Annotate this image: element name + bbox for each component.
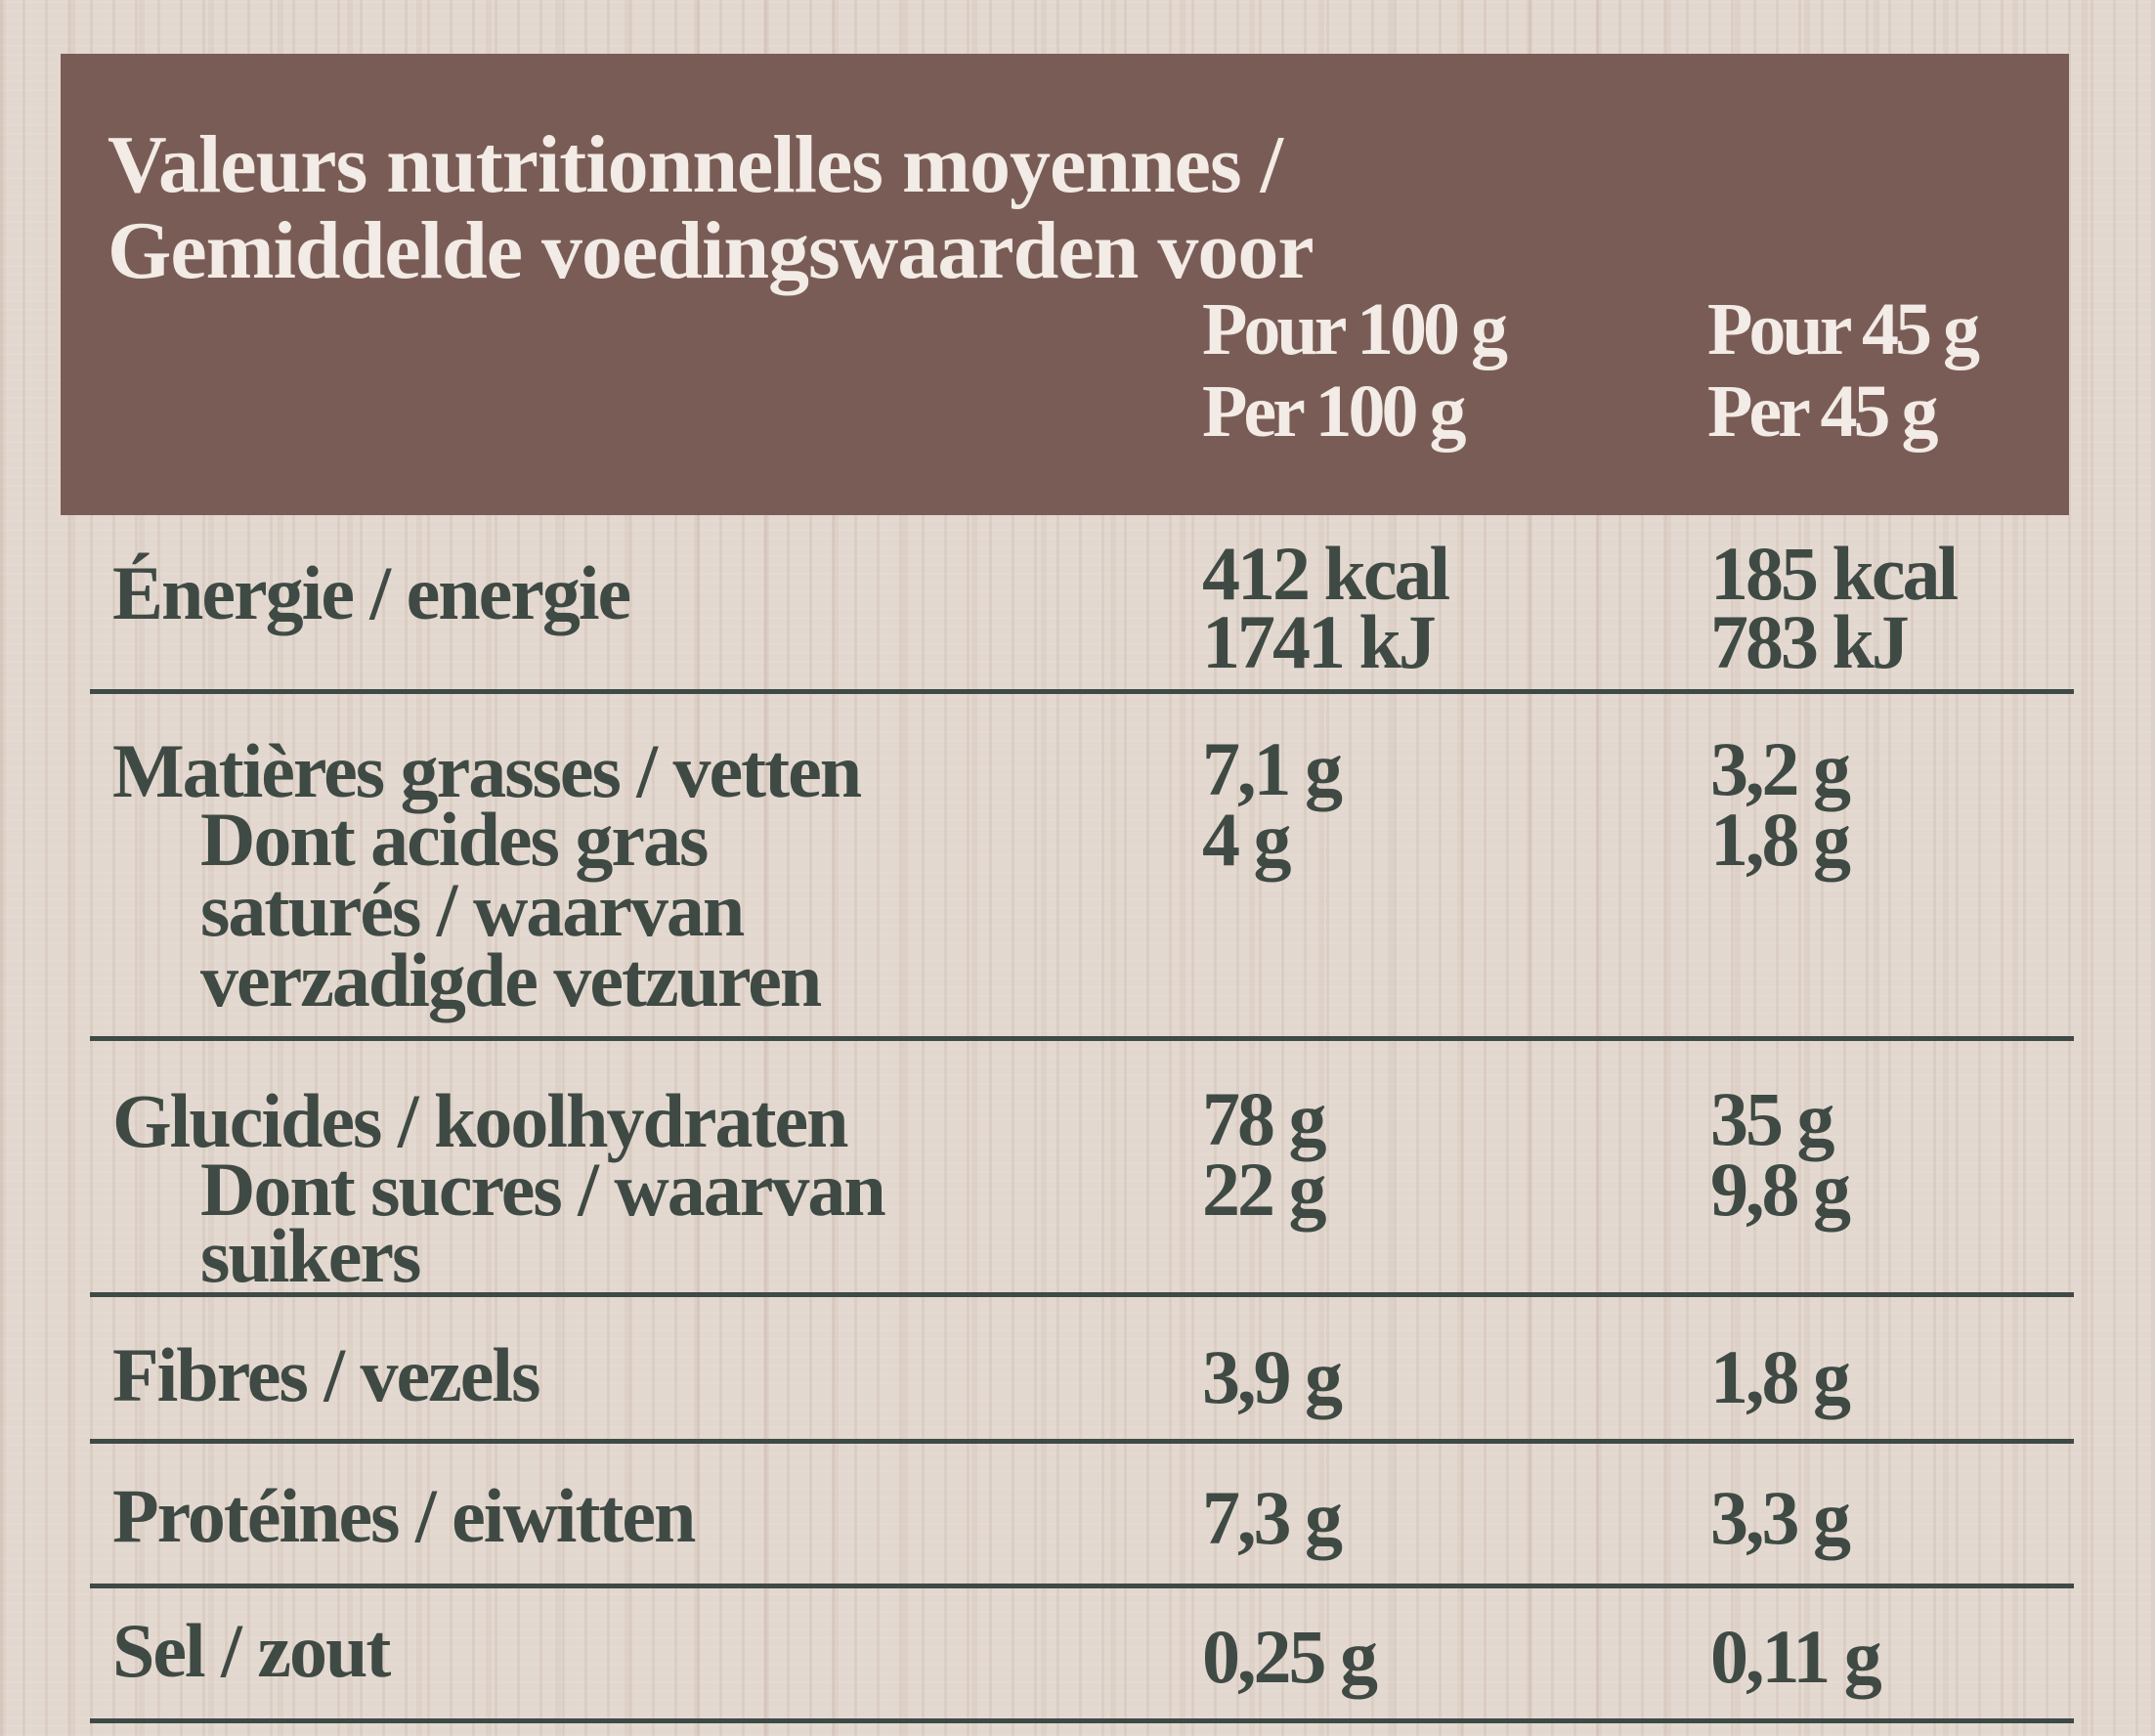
energy-kcal-100g: 412 kcal bbox=[1202, 531, 1450, 616]
column-header-100g: Pour 100 g Per 100 g bbox=[1202, 288, 1508, 453]
title-line-fr: Valeurs nutritionnelles moyennes / bbox=[108, 119, 1283, 210]
energy-kj-100g: 1741 kJ bbox=[1202, 599, 1437, 684]
sugars-100g: 22 g bbox=[1202, 1147, 1326, 1232]
table-header: Valeurs nutritionnelles moyennes / Gemid… bbox=[61, 54, 2069, 515]
title-line-nl: Gemiddelde voedingswaarden voor bbox=[108, 205, 1315, 296]
fat-45g: 3,2 g bbox=[1710, 726, 1851, 811]
salt-label: Sel / zout bbox=[112, 1608, 391, 1693]
row-divider bbox=[90, 1036, 2074, 1041]
saturates-100g: 4 g bbox=[1202, 797, 1291, 882]
column-header-45g-fr: Pour 45 g bbox=[1707, 288, 1980, 370]
energy-kcal-45g: 185 kcal bbox=[1710, 531, 1959, 616]
column-header-100g-fr: Pour 100 g bbox=[1202, 288, 1508, 370]
saturates-45g: 1,8 g bbox=[1710, 797, 1851, 882]
sugars-45g: 9,8 g bbox=[1710, 1147, 1851, 1232]
saturates-label-line1: Dont acides gras bbox=[200, 797, 709, 882]
fat-100g: 7,1 g bbox=[1202, 726, 1343, 811]
row-divider bbox=[90, 1439, 2074, 1444]
fibre-label: Fibres / vezels bbox=[112, 1332, 540, 1417]
row-divider bbox=[90, 689, 2074, 694]
protein-45g: 3,3 g bbox=[1710, 1475, 1851, 1560]
row-divider bbox=[90, 1584, 2074, 1588]
row-divider bbox=[90, 1292, 2074, 1297]
protein-100g: 7,3 g bbox=[1202, 1475, 1343, 1560]
carbohydrates-45g: 35 g bbox=[1710, 1076, 1834, 1161]
fibre-45g: 1,8 g bbox=[1710, 1334, 1851, 1419]
column-header-100g-nl: Per 100 g bbox=[1202, 370, 1467, 453]
saturates-label-line2: saturés / waarvan bbox=[200, 867, 745, 952]
salt-100g: 0,25 g bbox=[1202, 1614, 1378, 1699]
fat-label: Matières grasses / vetten bbox=[112, 728, 862, 813]
carbohydrates-100g: 78 g bbox=[1202, 1076, 1326, 1161]
row-divider bbox=[90, 1718, 2074, 1723]
fibre-100g: 3,9 g bbox=[1202, 1334, 1343, 1419]
salt-45g: 0,11 g bbox=[1710, 1614, 1882, 1699]
protein-label: Protéines / eiwitten bbox=[112, 1473, 696, 1558]
column-header-45g: Pour 45 g Per 45 g bbox=[1707, 288, 1980, 453]
energy-kj-45g: 783 kJ bbox=[1710, 599, 1910, 684]
column-header-45g-nl: Per 45 g bbox=[1707, 370, 1939, 453]
carbohydrates-label: Glucides / koolhydraten bbox=[112, 1078, 848, 1163]
sugars-label-line2: suikers bbox=[200, 1213, 421, 1298]
sugars-label-line1: Dont sucres / waarvan bbox=[200, 1147, 886, 1232]
energy-label: Énergie / energie bbox=[112, 550, 631, 635]
saturates-label-line3: verzadigde vetzuren bbox=[200, 937, 822, 1022]
table-title: Valeurs nutritionnelles moyennes / Gemid… bbox=[108, 122, 1769, 294]
